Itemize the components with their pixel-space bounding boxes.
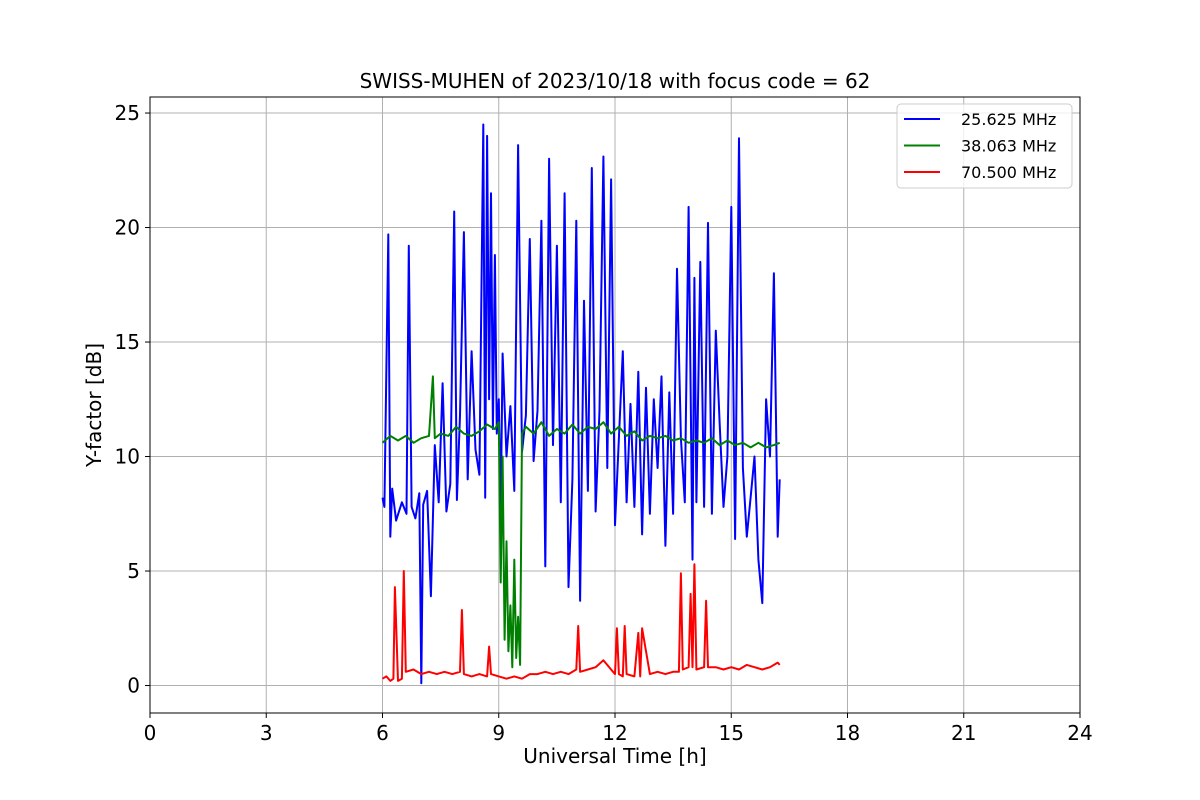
x-tick-label: 21 (951, 721, 976, 745)
series-line-70-500-mhz (381, 563, 781, 682)
x-tick-label: 6 (376, 721, 389, 745)
legend-label: 70.500 MHz (961, 163, 1056, 182)
y-tick-label: 0 (127, 674, 140, 698)
legend-label: 25.625 MHz (961, 110, 1056, 129)
x-tick-label: 0 (144, 721, 157, 745)
chart-title: SWISS-MUHEN of 2023/10/18 with focus cod… (360, 69, 871, 93)
y-tick-label: 10 (115, 445, 140, 469)
ticks: 0 3 6 9 12 15 18 21 24 0 5 10 15 20 25 (115, 101, 1093, 745)
x-tick-label: 15 (719, 721, 744, 745)
y-tick-label: 20 (115, 216, 140, 240)
y-tick-label: 25 (115, 101, 140, 125)
x-tick-label: 12 (602, 721, 627, 745)
legend-box (896, 103, 1073, 189)
x-axis-label: Universal Time [h] (523, 744, 706, 768)
y-tick-label: 15 (115, 330, 140, 354)
series-line-25-625-mhz (381, 123, 781, 685)
series-line-38-063-mhz (381, 375, 781, 669)
legend-label: 38.063 MHz (961, 137, 1056, 156)
x-tick-label: 9 (492, 721, 505, 745)
y-axis-label: Y-factor [dB] (82, 343, 106, 468)
y-tick-label: 5 (127, 559, 140, 583)
x-tick-label: 24 (1067, 721, 1092, 745)
series-layer (381, 123, 781, 685)
legend: 25.625 MHz 38.063 MHz 70.500 MHz (896, 103, 1073, 189)
x-tick-label: 3 (260, 721, 273, 745)
x-tick-label: 18 (835, 721, 860, 745)
